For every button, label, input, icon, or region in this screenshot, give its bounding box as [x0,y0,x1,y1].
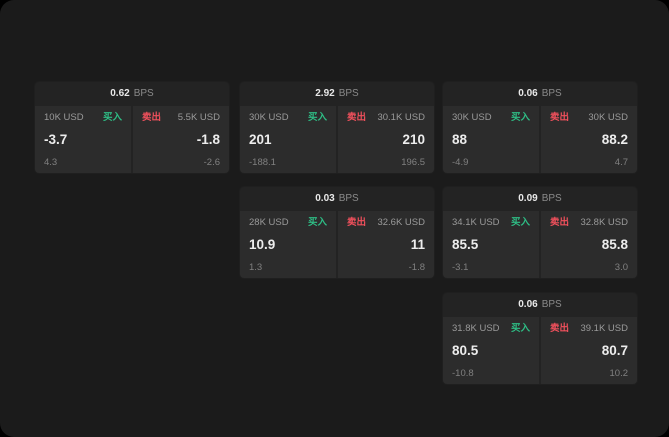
quote-card: 0.62 BPS 10K USD 买入 -3.7 4.3 卖出 5.5K USD… [35,82,229,173]
sell-price: -1.8 [196,132,220,148]
buy-amount: 31.8K USD [452,323,500,334]
sell-amount: 39.1K USD [580,323,628,334]
sell-price: 11 [410,237,425,253]
buy-sub-value: -10.8 [452,367,474,379]
bps-value: 0.03 [315,193,335,204]
quote-panels: 31.8K USD 买入 80.5 -10.8 卖出 39.1K USD 80.… [443,317,637,384]
buy-panel[interactable]: 34.1K USD 买入 85.5 -3.1 [443,211,539,278]
quote-card: 0.06 BPS 30K USD 买入 88 -4.9 卖出 30K USD 8… [443,82,637,173]
bps-value: 0.06 [518,299,538,310]
buy-sub-value: 4.3 [44,156,58,168]
card-header: 0.03 BPS [240,187,434,211]
sell-label: 卖出 [550,112,570,123]
bps-unit-label: BPS [541,88,562,99]
sell-panel[interactable]: 卖出 5.5K USD -1.8 -2.6 [133,106,229,173]
card-header: 0.09 BPS [443,187,637,211]
sell-panel[interactable]: 卖出 32.6K USD 11 -1.8 [338,211,434,278]
quote-card: 2.92 BPS 30K USD 买入 201 -188.1 卖出 30.1K … [240,82,434,173]
sell-panel[interactable]: 卖出 39.1K USD 80.7 10.2 [541,317,637,384]
quote-panels: 10K USD 买入 -3.7 4.3 卖出 5.5K USD -1.8 -2.… [35,106,229,173]
card-header: 0.62 BPS [35,82,229,106]
bps-unit-label: BPS [133,88,154,99]
sell-amount: 32.8K USD [580,217,628,228]
buy-amount: 30K USD [249,112,289,123]
quote-card: 0.06 BPS 31.8K USD 买入 80.5 -10.8 卖出 39.1… [443,293,637,384]
buy-panel[interactable]: 10K USD 买入 -3.7 4.3 [35,106,131,173]
buy-price: -3.7 [44,132,68,148]
buy-label: 买入 [510,217,530,228]
sell-amount: 30.1K USD [377,112,425,123]
sell-amount: 32.6K USD [377,217,425,228]
sell-amount: 30K USD [588,112,628,123]
bps-unit-label: BPS [338,88,359,99]
sell-price: 88.2 [601,132,628,148]
sell-panel[interactable]: 卖出 30.1K USD 210 196.5 [338,106,434,173]
sell-sub-value: -1.8 [408,261,425,273]
sell-label: 卖出 [347,217,367,228]
bps-unit-label: BPS [541,193,562,204]
buy-panel[interactable]: 30K USD 买入 201 -188.1 [240,106,336,173]
sell-amount: 5.5K USD [177,112,220,123]
buy-label: 买入 [510,323,530,334]
buy-panel[interactable]: 31.8K USD 买入 80.5 -10.8 [443,317,539,384]
quote-card: 0.03 BPS 28K USD 买入 10.9 1.3 卖出 32.6K US… [240,187,434,278]
sell-label: 卖出 [142,112,162,123]
buy-sub-value: -188.1 [249,156,276,168]
buy-amount: 30K USD [452,112,492,123]
buy-amount: 10K USD [44,112,84,123]
buy-label: 买入 [102,112,122,123]
buy-label: 买入 [510,112,530,123]
buy-panel[interactable]: 30K USD 买入 88 -4.9 [443,106,539,173]
buy-amount: 34.1K USD [452,217,500,228]
sell-panel[interactable]: 卖出 32.8K USD 85.8 3.0 [541,211,637,278]
bps-value: 0.62 [110,88,130,99]
quote-panels: 30K USD 买入 201 -188.1 卖出 30.1K USD 210 1… [240,106,434,173]
quote-panels: 30K USD 买入 88 -4.9 卖出 30K USD 88.2 4.7 [443,106,637,173]
card-header: 2.92 BPS [240,82,434,106]
sell-panel[interactable]: 卖出 30K USD 88.2 4.7 [541,106,637,173]
buy-price: 80.5 [452,343,479,359]
bps-value: 0.06 [518,88,538,99]
sell-sub-value: 10.2 [609,367,629,379]
buy-label: 买入 [307,217,327,228]
sell-sub-value: 4.7 [614,156,628,168]
bps-unit-label: BPS [541,299,562,310]
buy-sub-value: 1.3 [249,261,263,273]
buy-amount: 28K USD [249,217,289,228]
card-header: 0.06 BPS [443,82,637,106]
buy-price: 85.5 [452,237,479,253]
sell-label: 卖出 [550,217,570,228]
sell-label: 卖出 [550,323,570,334]
sell-price: 210 [402,132,425,148]
buy-price: 10.9 [249,237,276,253]
sell-sub-value: -2.6 [203,156,220,168]
buy-price: 201 [249,132,272,148]
sell-price: 85.8 [601,237,628,253]
quote-panels: 34.1K USD 买入 85.5 -3.1 卖出 32.8K USD 85.8… [443,211,637,278]
buy-sub-value: -3.1 [452,261,469,273]
sell-label: 卖出 [347,112,367,123]
bps-value: 0.09 [518,193,538,204]
buy-label: 买入 [307,112,327,123]
card-header: 0.06 BPS [443,293,637,317]
sell-price: 80.7 [601,343,628,359]
sell-sub-value: 3.0 [614,261,628,273]
buy-panel[interactable]: 28K USD 买入 10.9 1.3 [240,211,336,278]
quote-card: 0.09 BPS 34.1K USD 买入 85.5 -3.1 卖出 32.8K… [443,187,637,278]
quote-panels: 28K USD 买入 10.9 1.3 卖出 32.6K USD 11 -1.8 [240,211,434,278]
buy-price: 88 [452,132,468,148]
bps-value: 2.92 [315,88,335,99]
bps-unit-label: BPS [338,193,359,204]
buy-sub-value: -4.9 [452,156,469,168]
sell-sub-value: 196.5 [401,156,425,168]
